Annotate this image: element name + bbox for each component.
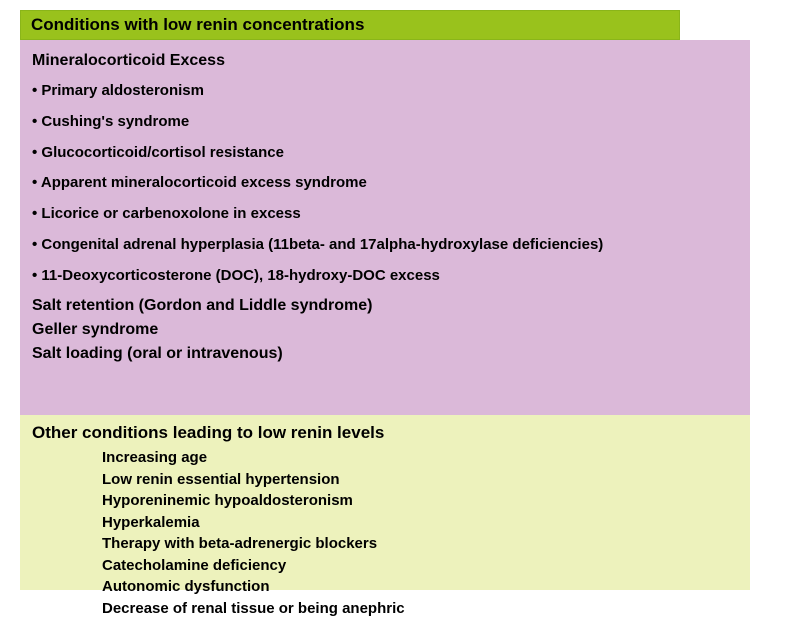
list-item: Salt retention (Gordon and Liddle syndro…	[32, 297, 738, 315]
mineralocorticoid-panel: Mineralocorticoid Excess • Primary aldos…	[20, 40, 750, 415]
list-item: • Glucocorticoid/cortisol resistance	[32, 138, 738, 169]
list-item: • 11-Deoxycorticosterone (DOC), 18-hydro…	[32, 261, 738, 292]
list-item: • Primary aldosteronism	[32, 76, 738, 107]
list-item: Geller syndrome	[32, 321, 738, 339]
header-title: Conditions with low renin concentrations	[31, 15, 364, 35]
other-conditions-title: Other conditions leading to low renin le…	[32, 423, 738, 443]
list-item: Therapy with beta-adrenergic blockers	[32, 533, 738, 555]
list-item: • Congenital adrenal hyperplasia (11beta…	[32, 230, 738, 261]
list-item: Low renin essential hypertension	[32, 469, 738, 491]
list-item: Autonomic dysfunction	[32, 576, 738, 598]
header-bar: Conditions with low renin concentrations	[20, 10, 680, 40]
mineralocorticoid-subheading: Mineralocorticoid Excess	[32, 52, 738, 70]
list-item: • Apparent mineralocorticoid excess synd…	[32, 168, 738, 199]
other-conditions-panel: Other conditions leading to low renin le…	[20, 415, 750, 590]
list-item: Hyperkalemia	[32, 512, 738, 534]
list-item: Salt loading (oral or intravenous)	[32, 345, 738, 363]
list-item: Hyporeninemic hypoaldosteronism	[32, 490, 738, 512]
list-item: Decrease of renal tissue or being anephr…	[32, 598, 738, 619]
list-item: Increasing age	[32, 447, 738, 469]
list-item: • Licorice or carbenoxolone in excess	[32, 199, 738, 230]
list-item: • Cushing's syndrome	[32, 107, 738, 138]
list-item: Catecholamine deficiency	[32, 555, 738, 577]
